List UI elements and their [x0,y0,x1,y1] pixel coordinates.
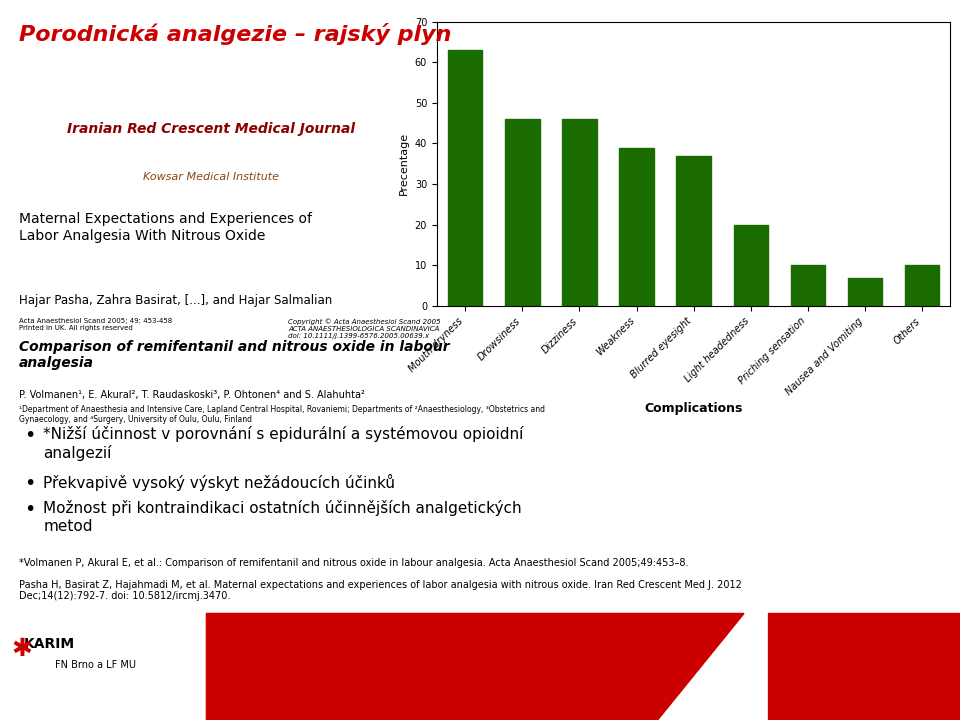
Text: Porodnická analgezie – rajský plyn: Porodnická analgezie – rajský plyn [19,23,452,45]
Text: FN Brno a LF MU: FN Brno a LF MU [55,660,135,670]
Bar [791,266,825,306]
Text: Kowsar Medical Institute: Kowsar Medical Institute [143,172,279,182]
Text: ✱: ✱ [12,637,33,661]
Text: •: • [24,426,36,445]
Bar [505,119,540,306]
Text: Hajar Pasha, Zahra Basirat, [...], and Hajar Salmalian: Hajar Pasha, Zahra Basirat, [...], and H… [19,294,332,307]
Text: Copyright © Acta Anaesthesiol Scand 2005
ACTA ANAESTHESIOLOGICA SCANDINAVICA
doi: Copyright © Acta Anaesthesiol Scand 2005… [288,318,441,339]
Text: KARIM: KARIM [24,637,75,651]
Polygon shape [761,613,766,720]
Text: Maternal Expectations and Experiences of
Labor Analgesia With Nitrous Oxide: Maternal Expectations and Experiences of… [19,212,312,243]
Text: Iranian Red Crescent Medical Journal: Iranian Red Crescent Medical Journal [67,122,355,136]
Polygon shape [206,613,744,720]
Bar [448,50,483,306]
Bar [619,148,654,306]
Bar [563,119,596,306]
Text: Možnost při kontraindikaci ostatních účinnějších analgetických
metod: Možnost při kontraindikaci ostatních úči… [43,500,522,534]
Bar [848,278,882,306]
Text: P. Volmanen¹, E. Akural², T. Raudaskoski³, P. Ohtonen⁴ and S. Alahuhta²: P. Volmanen¹, E. Akural², T. Raudaskoski… [19,390,365,400]
Bar [904,266,939,306]
Polygon shape [768,613,960,720]
Text: Pasha H, Basirat Z, Hajahmadi M, et al. Maternal expectations and experiences of: Pasha H, Basirat Z, Hajahmadi M, et al. … [19,580,742,601]
Bar [733,225,768,306]
Text: •: • [24,500,36,519]
Text: ¹Department of Anaesthesia and Intensive Care, Lapland Central Hospital, Rovanie: ¹Department of Anaesthesia and Intensive… [19,405,545,424]
Text: *Volmanen P, Akural E, et al.: Comparison of remifentanil and nitrous oxide in l: *Volmanen P, Akural E, et al.: Compariso… [19,558,688,568]
Text: •: • [24,474,36,492]
Text: *Nižší účinnost v porovnání s epidurální a systémovou opioidní
analgezií: *Nižší účinnost v porovnání s epidurální… [43,426,523,461]
Text: Acta Anaesthesiol Scand 2005; 49: 453-458
Printed in UK. All rights reserved: Acta Anaesthesiol Scand 2005; 49: 453-45… [19,318,173,331]
Text: Překvapivě vysoký výskyt nežádoucích účinků: Překvapivě vysoký výskyt nežádoucích úči… [43,474,396,491]
Text: Comparison of remifentanil and nitrous oxide in labour
analgesia: Comparison of remifentanil and nitrous o… [19,340,450,370]
Y-axis label: Precentage: Precentage [399,132,409,195]
Bar [677,156,710,306]
X-axis label: Complications: Complications [644,402,743,415]
